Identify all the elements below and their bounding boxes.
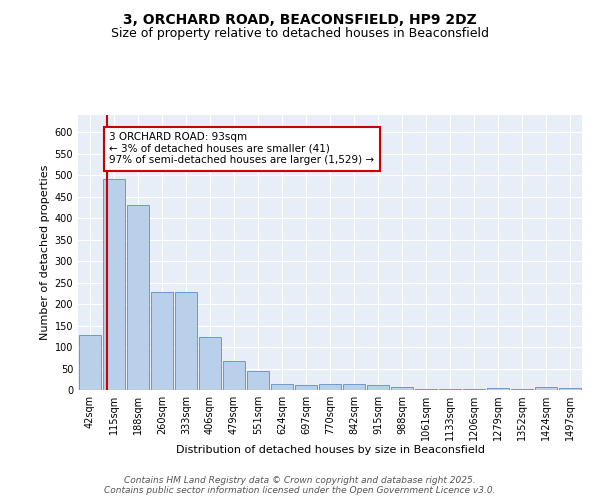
Bar bbox=[343, 384, 365, 390]
Y-axis label: Number of detached properties: Number of detached properties bbox=[40, 165, 50, 340]
Bar bbox=[559, 388, 581, 390]
Bar bbox=[295, 385, 317, 390]
Text: Contains HM Land Registry data © Crown copyright and database right 2025.
Contai: Contains HM Land Registry data © Crown c… bbox=[104, 476, 496, 495]
Bar bbox=[487, 388, 509, 390]
Bar bbox=[391, 387, 413, 390]
Bar bbox=[439, 389, 461, 390]
Bar bbox=[175, 292, 197, 390]
X-axis label: Distribution of detached houses by size in Beaconsfield: Distribution of detached houses by size … bbox=[176, 444, 485, 454]
Bar bbox=[535, 387, 557, 390]
Bar bbox=[463, 389, 485, 390]
Bar bbox=[151, 292, 173, 390]
Text: 3 ORCHARD ROAD: 93sqm
← 3% of detached houses are smaller (41)
97% of semi-detac: 3 ORCHARD ROAD: 93sqm ← 3% of detached h… bbox=[109, 132, 374, 166]
Bar bbox=[415, 389, 437, 390]
Bar bbox=[247, 371, 269, 390]
Bar bbox=[199, 337, 221, 390]
Bar bbox=[103, 180, 125, 390]
Bar bbox=[271, 384, 293, 390]
Bar bbox=[127, 205, 149, 390]
Text: Size of property relative to detached houses in Beaconsfield: Size of property relative to detached ho… bbox=[111, 28, 489, 40]
Text: 3, ORCHARD ROAD, BEACONSFIELD, HP9 2DZ: 3, ORCHARD ROAD, BEACONSFIELD, HP9 2DZ bbox=[123, 12, 477, 26]
Bar bbox=[79, 335, 101, 390]
Bar bbox=[223, 361, 245, 390]
Bar bbox=[511, 389, 533, 390]
Bar bbox=[367, 386, 389, 390]
Bar bbox=[319, 384, 341, 390]
